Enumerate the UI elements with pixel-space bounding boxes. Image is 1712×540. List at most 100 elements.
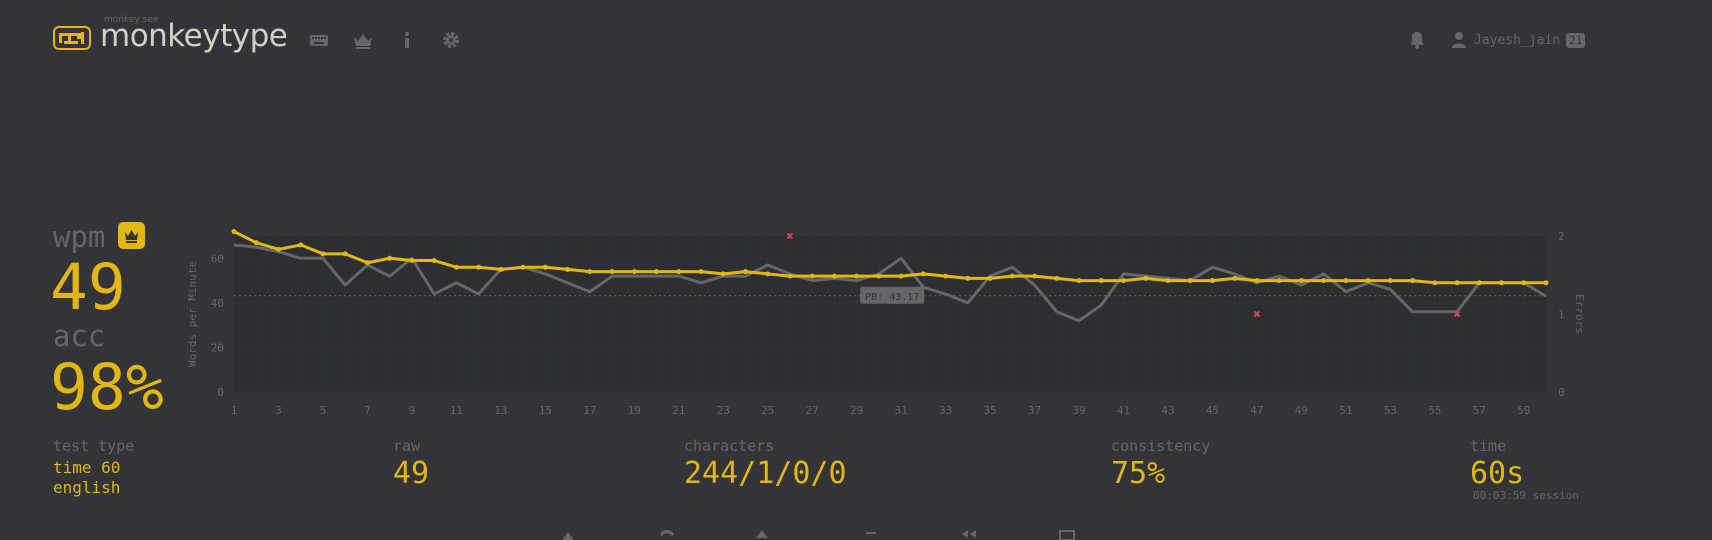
wpm-point[interactable]: [1476, 280, 1482, 286]
x-tick-label: 47: [1250, 404, 1263, 417]
history-icon[interactable]: [962, 530, 976, 538]
wpm-point[interactable]: [298, 242, 304, 248]
keyboard-icon[interactable]: [308, 29, 330, 51]
wpm-point[interactable]: [943, 273, 949, 279]
x-tick-label: 19: [628, 404, 641, 417]
raw-label: raw: [393, 437, 421, 455]
acc-value: 98%: [50, 351, 164, 424]
wpm-point[interactable]: [787, 273, 793, 279]
wpm-point[interactable]: [1387, 278, 1393, 284]
error-point[interactable]: [786, 232, 794, 240]
wpm-point[interactable]: [720, 271, 726, 277]
gear-icon[interactable]: [440, 29, 462, 51]
wpm-point[interactable]: [698, 269, 704, 275]
x-tick-label: 25: [761, 404, 774, 417]
wpm-point[interactable]: [1298, 278, 1304, 284]
wpm-point[interactable]: [1032, 273, 1038, 279]
wpm-point[interactable]: [631, 269, 637, 275]
wpm-point[interactable]: [654, 269, 660, 275]
next-test-icon[interactable]: [562, 532, 574, 540]
personal-best-crown-icon: [118, 222, 145, 249]
wpm-point[interactable]: [1521, 280, 1527, 286]
wpm-point[interactable]: [1076, 278, 1082, 284]
wpm-point[interactable]: [1543, 280, 1549, 286]
wpm-point[interactable]: [854, 273, 860, 279]
wpm-point[interactable]: [831, 273, 837, 279]
account-button[interactable]: Jayesh_jain 21: [1450, 30, 1586, 50]
results-toolbar: [562, 530, 1075, 540]
wpm-point[interactable]: [587, 269, 593, 275]
wpm-point[interactable]: [1054, 275, 1060, 281]
wpm-point[interactable]: [1454, 280, 1460, 286]
wpm-point[interactable]: [1009, 273, 1015, 279]
error-point[interactable]: [1453, 310, 1461, 318]
wpm-point[interactable]: [409, 258, 415, 264]
wpm-point[interactable]: [342, 251, 348, 257]
wpm-point[interactable]: [1365, 278, 1371, 284]
test-type-label: test type: [53, 437, 135, 455]
screenshot-icon[interactable]: [1059, 530, 1075, 540]
wpm-point[interactable]: [320, 251, 326, 257]
wpm-point[interactable]: [809, 273, 815, 279]
wpm-point[interactable]: [765, 271, 771, 277]
test-type-language: english: [53, 478, 121, 497]
username: Jayesh_jain: [1474, 32, 1561, 48]
wpm-point[interactable]: [920, 271, 926, 277]
wpm-point[interactable]: [565, 266, 571, 272]
wpm-point[interactable]: [253, 240, 259, 246]
wpm-point[interactable]: [520, 264, 526, 270]
practice-icon[interactable]: [756, 530, 768, 538]
x-tick-label: 7: [364, 404, 371, 417]
wpm-point[interactable]: [364, 260, 370, 266]
y-tick-label: 40: [211, 297, 224, 310]
wpm-point[interactable]: [1276, 278, 1282, 284]
wpm-point[interactable]: [453, 264, 459, 270]
chart-plot-area: [234, 236, 1546, 392]
wpm-point[interactable]: [1254, 278, 1260, 284]
wpm-point[interactable]: [609, 269, 615, 275]
wpm-point[interactable]: [498, 266, 504, 272]
pb-label: PB: 43.17: [865, 292, 919, 303]
restart-icon[interactable]: [660, 530, 674, 536]
wpm-point[interactable]: [987, 275, 993, 281]
wpm-point[interactable]: [876, 273, 882, 279]
acc-label: acc: [53, 319, 106, 353]
wpm-point[interactable]: [1120, 278, 1126, 284]
wpm-point[interactable]: [431, 258, 437, 264]
wpm-point[interactable]: [1321, 278, 1327, 284]
test-type-mode: time 60: [53, 458, 121, 477]
crown-icon[interactable]: [352, 29, 374, 51]
wpm-point[interactable]: [476, 264, 482, 270]
wpm-point[interactable]: [1343, 278, 1349, 284]
replay-icon[interactable]: [866, 532, 876, 534]
wpm-point[interactable]: [965, 275, 971, 281]
pb-badge: [860, 286, 925, 304]
wpm-point[interactable]: [1499, 280, 1505, 286]
wpm-point[interactable]: [231, 229, 237, 235]
error-point[interactable]: [1253, 310, 1261, 318]
x-tick-label: 21: [672, 404, 685, 417]
wpm-point[interactable]: [1143, 275, 1149, 281]
wpm-point[interactable]: [275, 246, 281, 252]
wpm-value: 49: [50, 251, 126, 324]
wpm-point[interactable]: [542, 264, 548, 270]
logo-text[interactable]: monkeytype: [100, 18, 288, 54]
info-icon[interactable]: [396, 29, 418, 51]
wpm-point[interactable]: [742, 269, 748, 275]
wpm-point[interactable]: [387, 255, 393, 261]
wpm-point[interactable]: [1432, 280, 1438, 286]
user-icon: [1452, 32, 1466, 48]
wpm-point[interactable]: [1209, 278, 1215, 284]
wpm-point[interactable]: [1165, 278, 1171, 284]
wpm-point[interactable]: [1232, 275, 1238, 281]
logo-icon[interactable]: [53, 26, 91, 50]
wpm-point[interactable]: [1187, 278, 1193, 284]
wpm-point[interactable]: [1098, 278, 1104, 284]
wpm-point[interactable]: [898, 273, 904, 279]
x-tick-label: 1: [231, 404, 238, 417]
x-tick-label: 39: [1072, 404, 1085, 417]
wpm-point[interactable]: [1410, 278, 1416, 284]
wpm-point[interactable]: [676, 269, 682, 275]
bell-icon[interactable]: [1406, 29, 1428, 51]
